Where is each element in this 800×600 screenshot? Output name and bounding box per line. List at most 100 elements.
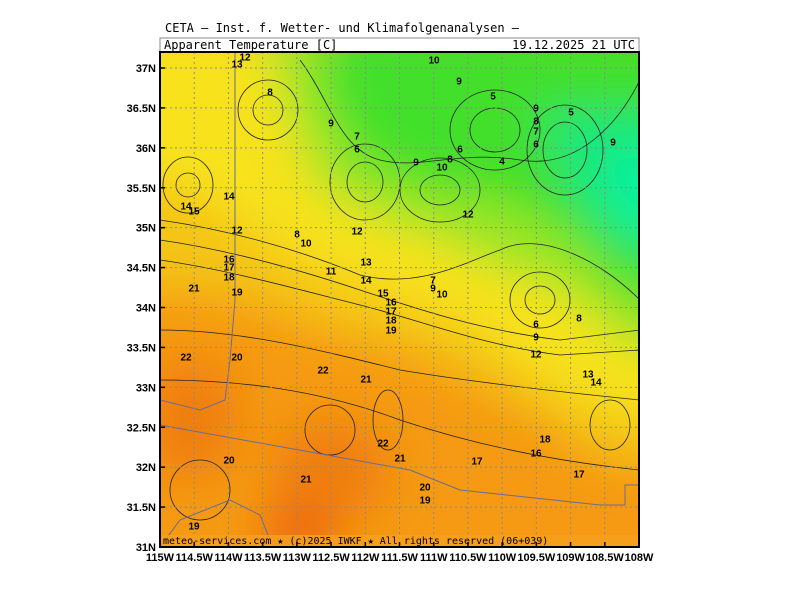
contour-label: 11 — [326, 267, 337, 278]
contour-label: 17 — [573, 470, 585, 481]
lat-label: 33N — [136, 382, 156, 394]
contour-label: 6 — [533, 320, 539, 331]
contour-label: 17 — [223, 263, 235, 274]
contour-label: 14 — [180, 202, 192, 213]
lon-label: 108.5W — [586, 552, 625, 564]
contour-label: 22 — [377, 439, 389, 450]
contour-label: 6 — [533, 140, 539, 151]
contour-label: 21 — [360, 375, 372, 386]
contour-label: 13 — [231, 60, 243, 71]
contour-label: 9 — [328, 119, 334, 130]
contour-lines — [160, 59, 639, 521]
contour-label: 4 — [499, 157, 505, 168]
lat-label: 32.5N — [127, 422, 156, 434]
lon-label: 115W — [146, 552, 175, 564]
contour-label: 21 — [394, 454, 406, 465]
lon-label: 110W — [488, 552, 517, 564]
footer-band — [160, 535, 639, 547]
contour-label: 6 — [457, 145, 463, 156]
lat-label: 36N — [136, 143, 156, 155]
lon-label: 108W — [625, 552, 654, 564]
contour-label: 22 — [317, 366, 329, 377]
lat-label: 33.5N — [127, 342, 156, 354]
header-title: CETA — Inst. f. Wetter- und Klimafolgena… — [165, 21, 520, 35]
lon-label: 113.5W — [244, 552, 282, 564]
contour-label: 18 — [539, 435, 551, 446]
contour-label: 9 — [430, 284, 436, 295]
contour-label: 10 — [300, 239, 312, 250]
contour-label: 19 — [385, 326, 397, 337]
contour-label: 9 — [413, 158, 419, 169]
contour-label: 7 — [430, 276, 436, 287]
contour-label: 19 — [231, 288, 243, 299]
lon-label: 112W — [351, 552, 380, 564]
contour-label: 16 — [530, 449, 542, 460]
contour-label: 13 — [360, 258, 372, 269]
borders — [160, 52, 639, 547]
contour-label: 21 — [300, 475, 312, 486]
lon-label: 113W — [283, 552, 312, 564]
contour-label: 12 — [239, 53, 251, 64]
contour-label: 20 — [223, 456, 235, 467]
contour-label: 9 — [533, 333, 539, 344]
contour-label: 14 — [223, 192, 235, 203]
contour-label: 12 — [462, 210, 474, 221]
copyright: meteo-services.com ★ (c)2025 IWKF ★ All … — [163, 536, 548, 547]
contour-label: 9 — [610, 138, 616, 149]
contour-label: 8 — [447, 155, 453, 166]
contour-label: 15 — [377, 289, 389, 300]
contour-label: 19 — [188, 522, 200, 533]
lon-label: 114.5W — [176, 552, 214, 564]
contour-label: 8 — [267, 88, 273, 99]
contour-label: 20 — [231, 353, 243, 364]
variable-name: Apparent_Temperature [C] — [164, 38, 337, 52]
contour-label: 5 — [490, 92, 496, 103]
contour-label: 17 — [471, 457, 483, 468]
contour-label: 8 — [294, 230, 300, 241]
contour-label: 7 — [354, 132, 360, 143]
contour-label: 15 — [188, 207, 200, 218]
contour-label: 12 — [351, 227, 363, 238]
lon-label: 110.5W — [449, 552, 487, 564]
contour-label: 21 — [188, 284, 200, 295]
lat-label: 37N — [136, 63, 156, 75]
lat-label: 32N — [136, 462, 156, 474]
contour-label: 10 — [436, 163, 448, 174]
contour-label: 7 — [533, 127, 539, 138]
contour-label: 8 — [576, 314, 582, 325]
lat-label: 36.5N — [127, 103, 156, 115]
contour-label: 5 — [568, 108, 574, 119]
contour-label: 17 — [385, 307, 397, 318]
contour-label: 9 — [456, 77, 462, 88]
lon-label: 112.5W — [312, 552, 350, 564]
lat-label: 35N — [136, 223, 156, 235]
contour-label: 14 — [360, 276, 372, 287]
lat-label: 34N — [136, 303, 156, 315]
contour-label: 13 — [582, 370, 594, 381]
lat-label: 31.5N — [127, 502, 156, 514]
contour-label: 10 — [436, 290, 448, 301]
contour-label: 10 — [428, 56, 440, 67]
contour-label: 9 — [533, 104, 539, 115]
lat-label: 34.5N — [127, 263, 156, 275]
lon-label: 114W — [214, 552, 243, 564]
lon-label: 109.5W — [517, 552, 556, 564]
valid-time: 19.12.2025 21 UTC — [512, 38, 635, 52]
contour-label: 14 — [590, 378, 602, 389]
lon-label: 109W — [556, 552, 585, 564]
contour-label: 8 — [533, 117, 539, 128]
lon-label: 111W — [420, 552, 448, 564]
contour-label: 19 — [419, 496, 431, 507]
axis-ticks: 115W 114.5W 114W 113.5W 113W 112.5W 112W 111.5W… — [127, 63, 654, 564]
contour-label: 16 — [385, 298, 397, 309]
contour-label: 16 — [223, 255, 235, 266]
lat-label: 35.5N — [127, 183, 156, 195]
contour-label: 18 — [385, 316, 397, 327]
contour-label: 6 — [354, 145, 360, 156]
contour-label: 18 — [223, 273, 235, 284]
contour-label: 20 — [419, 483, 431, 494]
contour-label: 12 — [231, 226, 243, 237]
